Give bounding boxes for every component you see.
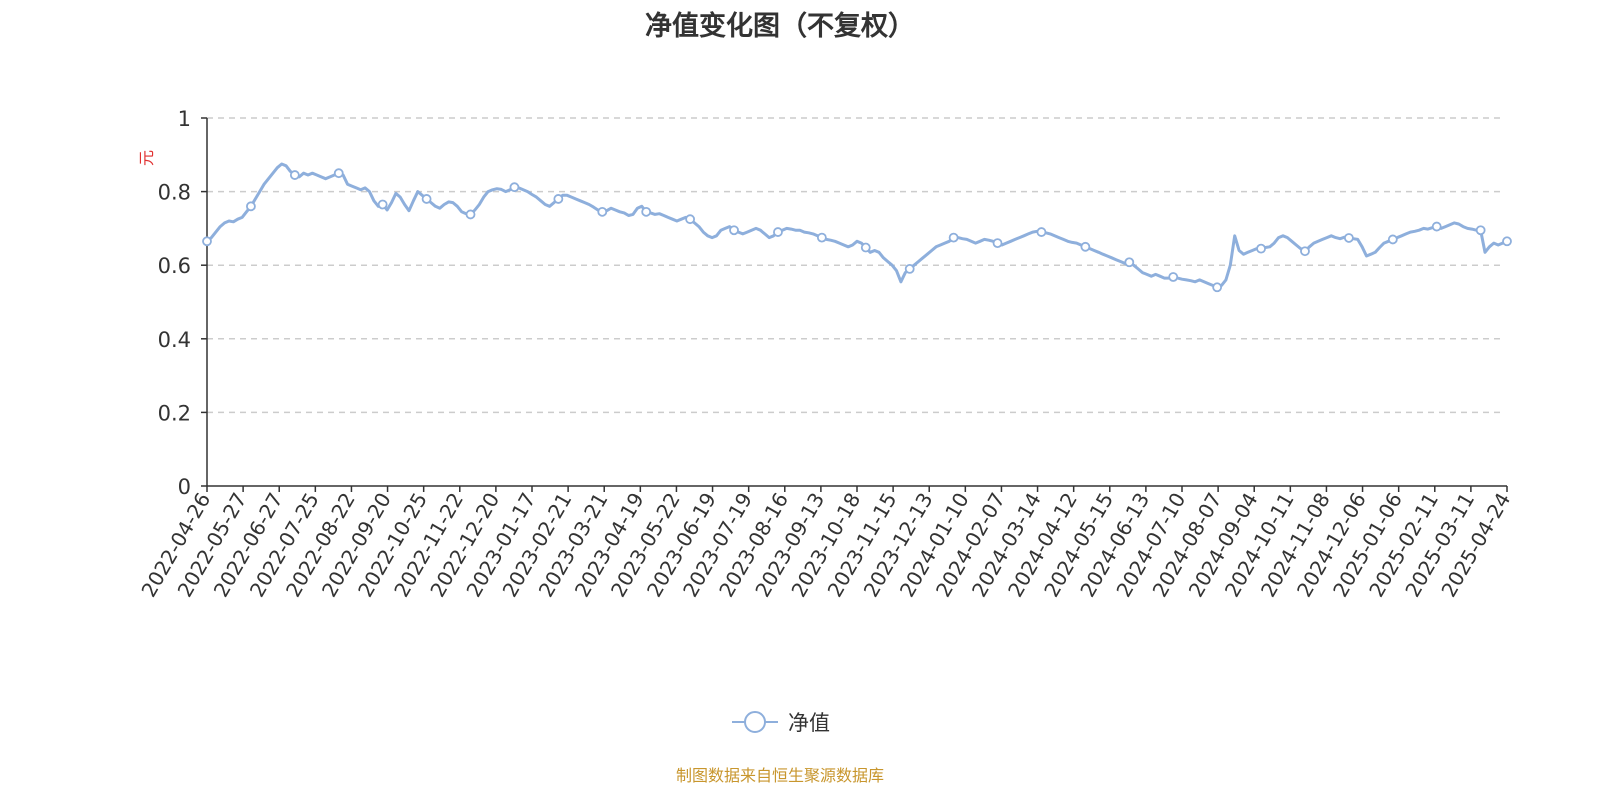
chart-title: 净值变化图（不复权） xyxy=(645,11,915,42)
data-point-marker[interactable] xyxy=(421,194,432,204)
y-tick-label: 0.2 xyxy=(158,401,191,425)
data-source-note: 制图数据来自恒生聚源数据库 xyxy=(675,766,884,785)
y-tick-label: 0.4 xyxy=(158,328,191,352)
series-line-net-value xyxy=(206,162,1508,289)
y-tick-label: 0.6 xyxy=(158,254,191,278)
y-tick-label: 0.8 xyxy=(158,181,191,205)
series-layer xyxy=(202,162,1512,293)
data-point-marker[interactable] xyxy=(1502,236,1512,247)
y-axis-unit-label: 元 xyxy=(137,150,156,166)
legend-item-net-value[interactable]: 净值 xyxy=(730,706,830,738)
data-point-marker[interactable] xyxy=(246,201,256,212)
axes xyxy=(201,117,1508,492)
data-point-marker[interactable] xyxy=(641,206,652,217)
data-point-marker[interactable] xyxy=(948,232,959,243)
legend-line-circle-icon xyxy=(732,711,778,733)
data-point-marker[interactable] xyxy=(333,168,344,179)
data-point-marker[interactable] xyxy=(816,232,827,243)
data-point-marker[interactable] xyxy=(597,206,608,217)
data-point-marker[interactable] xyxy=(289,170,300,180)
data-point-marker[interactable] xyxy=(685,214,696,225)
x-tick-labels: 2022-04-262022-05-272022-06-272022-07-25… xyxy=(136,488,1515,601)
y-tick-labels: 0 0.2 0.4 0.6 0.8 1 xyxy=(158,107,191,499)
data-point-marker[interactable] xyxy=(1475,225,1486,236)
data-point-marker[interactable] xyxy=(860,242,871,253)
data-point-marker[interactable] xyxy=(553,194,564,204)
data-point-marker[interactable] xyxy=(1387,234,1398,245)
data-point-marker[interactable] xyxy=(1124,257,1135,268)
data-point-marker[interactable] xyxy=(1431,221,1442,232)
y-tick-label: 1 xyxy=(178,107,191,131)
data-point-marker[interactable] xyxy=(377,199,388,210)
data-point-marker[interactable] xyxy=(992,238,1003,249)
data-point-marker[interactable] xyxy=(1080,241,1091,252)
data-point-marker[interactable] xyxy=(509,182,520,193)
legend-label: 净值 xyxy=(788,711,830,735)
data-point-marker[interactable] xyxy=(773,227,783,237)
data-point-marker[interactable] xyxy=(202,236,212,247)
data-point-marker[interactable] xyxy=(1036,227,1047,237)
data-point-marker[interactable] xyxy=(465,209,476,220)
data-point-marker[interactable] xyxy=(1168,272,1179,282)
y-tick-label: 0 xyxy=(178,475,191,499)
grid-lines xyxy=(207,117,1501,414)
data-point-marker[interactable] xyxy=(729,225,739,236)
data-point-marker[interactable] xyxy=(1343,233,1354,243)
data-point-marker[interactable] xyxy=(904,263,915,274)
data-point-marker[interactable] xyxy=(1300,246,1310,257)
data-point-marker[interactable] xyxy=(1212,282,1223,293)
data-point-marker[interactable] xyxy=(1256,243,1266,254)
